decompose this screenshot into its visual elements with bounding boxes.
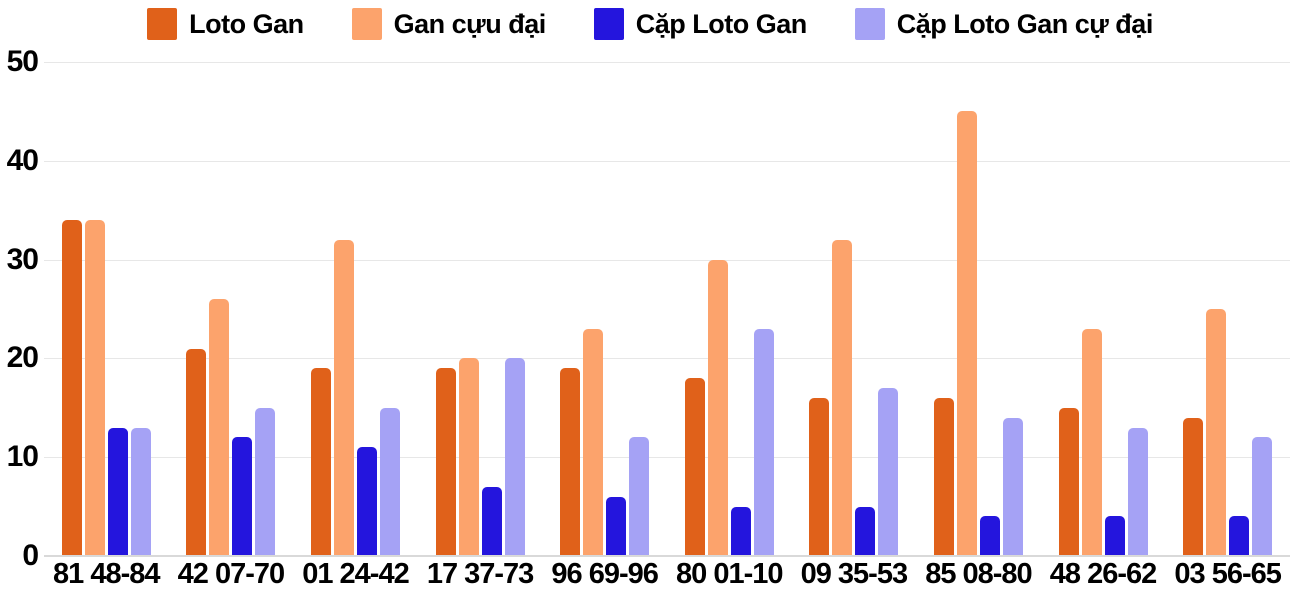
bar-cap-loto-gan-9[interactable] xyxy=(1104,516,1125,556)
bar-cap-loto-gan-cu-dai-8[interactable] xyxy=(1002,417,1023,556)
gridline-50 xyxy=(44,62,1290,63)
gridline-20 xyxy=(44,358,1290,360)
bar-loto-gan-3[interactable] xyxy=(310,368,331,556)
legend-swatch-gan-cuu-dai xyxy=(351,8,382,40)
bar-group-8 xyxy=(916,62,1041,556)
legend-item-cap-loto-gan[interactable]: Cặp Loto Gan xyxy=(593,8,808,40)
bar-gan-cuu-dai-6[interactable] xyxy=(707,259,728,556)
gridline-30 xyxy=(44,259,1290,261)
y-tick-10: 10 xyxy=(6,440,39,474)
x-label-7: 09 35-53 xyxy=(800,558,908,590)
bar-loto-gan-7[interactable] xyxy=(809,397,830,556)
bar-loto-gan-9[interactable] xyxy=(1058,407,1079,556)
bar-cap-loto-gan-cu-dai-2[interactable] xyxy=(255,407,276,556)
x-axis-line xyxy=(44,555,1290,557)
bar-gan-cuu-dai-3[interactable] xyxy=(333,239,354,556)
y-tick-40: 40 xyxy=(6,143,39,177)
legend-label-gan-cuu-dai: Gan cựu đại xyxy=(393,8,547,39)
x-label-8: 85 08-80 xyxy=(925,558,1032,590)
bar-cap-loto-gan-6[interactable] xyxy=(730,506,751,556)
legend-label-cap-loto-gan-cu-dai: Cặp Loto Gan cự đại xyxy=(896,8,1154,39)
gridline-10 xyxy=(44,457,1290,459)
bar-cap-loto-gan-1[interactable] xyxy=(107,427,128,556)
x-label-3: 01 24-42 xyxy=(302,558,409,590)
bar-group-10 xyxy=(1165,62,1290,556)
bar-groups xyxy=(44,62,1290,556)
bar-loto-gan-1[interactable] xyxy=(61,220,82,556)
bar-group-3 xyxy=(293,62,418,556)
legend-swatch-cap-loto-gan-cu-dai xyxy=(854,8,885,40)
bar-gan-cuu-dai-9[interactable] xyxy=(1081,328,1102,556)
bar-cap-loto-gan-cu-dai-7[interactable] xyxy=(878,388,899,556)
x-label-2: 42 07-70 xyxy=(177,558,285,590)
x-label-5: 96 69-96 xyxy=(551,558,658,590)
bar-cap-loto-gan-2[interactable] xyxy=(232,437,253,556)
bar-cap-loto-gan-cu-dai-4[interactable] xyxy=(504,358,525,556)
bar-loto-gan-2[interactable] xyxy=(186,348,207,556)
y-axis: 0 10 20 30 40 50 xyxy=(0,47,39,571)
bar-cap-loto-gan-cu-dai-6[interactable] xyxy=(753,328,774,556)
y-tick-50: 50 xyxy=(6,45,39,78)
bar-cap-loto-gan-3[interactable] xyxy=(356,447,377,556)
legend-item-loto-gan[interactable]: Loto Gan xyxy=(147,8,304,40)
bar-cap-loto-gan-cu-dai-1[interactable] xyxy=(130,427,151,556)
bar-gan-cuu-dai-4[interactable] xyxy=(458,358,479,556)
bar-group-2 xyxy=(169,62,294,556)
bar-cap-loto-gan-10[interactable] xyxy=(1229,516,1250,556)
bar-gan-cuu-dai-2[interactable] xyxy=(209,299,230,556)
legend-label-loto-gan: Loto Gan xyxy=(189,8,304,39)
bar-cap-loto-gan-cu-dai-5[interactable] xyxy=(629,437,650,556)
bar-group-7 xyxy=(792,62,917,556)
bar-loto-gan-10[interactable] xyxy=(1183,417,1204,556)
bar-cap-loto-gan-8[interactable] xyxy=(979,516,1000,556)
x-label-9: 48 26-62 xyxy=(1049,558,1157,590)
y-tick-20: 20 xyxy=(6,341,39,375)
y-tick-0: 0 xyxy=(22,539,39,572)
bar-group-5 xyxy=(542,62,667,556)
legend-item-gan-cuu-dai[interactable]: Gan cựu đại xyxy=(351,8,547,40)
bar-gan-cuu-dai-1[interactable] xyxy=(84,220,105,556)
bar-group-4 xyxy=(418,62,543,556)
bar-loto-gan-8[interactable] xyxy=(933,397,954,556)
bar-cap-loto-gan-cu-dai-9[interactable] xyxy=(1127,427,1148,556)
legend-item-cap-loto-gan-cu-dai[interactable]: Cặp Loto Gan cự đại xyxy=(854,8,1154,40)
x-label-4: 17 37-73 xyxy=(426,558,534,590)
legend-swatch-loto-gan xyxy=(147,8,178,40)
bar-gan-cuu-dai-10[interactable] xyxy=(1206,309,1227,556)
legend: Loto Gan Gan cựu đại Cặp Loto Gan Cặp Loto … xyxy=(0,8,1300,40)
x-axis-labels: 81 48-84 42 07-70 01 24-42 17 37-73 96 69-96… xyxy=(44,558,1290,591)
legend-swatch-cap-loto-gan xyxy=(593,8,624,40)
x-label-1: 81 48-84 xyxy=(53,558,160,590)
gridline-40 xyxy=(44,160,1290,162)
bar-cap-loto-gan-cu-dai-10[interactable] xyxy=(1252,437,1273,556)
bar-gan-cuu-dai-5[interactable] xyxy=(583,328,604,556)
x-label-6: 80 01-10 xyxy=(676,558,783,590)
bar-cap-loto-gan-5[interactable] xyxy=(606,496,627,556)
y-tick-30: 30 xyxy=(6,242,39,276)
plot-area xyxy=(44,62,1290,557)
bar-gan-cuu-dai-7[interactable] xyxy=(832,239,853,556)
bar-gan-cuu-dai-8[interactable] xyxy=(956,111,977,556)
bar-group-1 xyxy=(44,62,169,556)
bar-group-6 xyxy=(667,62,792,556)
bar-cap-loto-gan-7[interactable] xyxy=(855,506,876,556)
bar-loto-gan-6[interactable] xyxy=(684,378,705,556)
bar-loto-gan-4[interactable] xyxy=(435,368,456,556)
bar-loto-gan-5[interactable] xyxy=(560,368,581,556)
bar-cap-loto-gan-cu-dai-3[interactable] xyxy=(379,407,400,556)
bar-group-9 xyxy=(1041,62,1166,556)
bar-cap-loto-gan-4[interactable] xyxy=(481,486,502,556)
x-label-10: 03 56-65 xyxy=(1174,558,1281,590)
legend-label-cap-loto-gan: Cặp Loto Gan xyxy=(635,8,808,39)
